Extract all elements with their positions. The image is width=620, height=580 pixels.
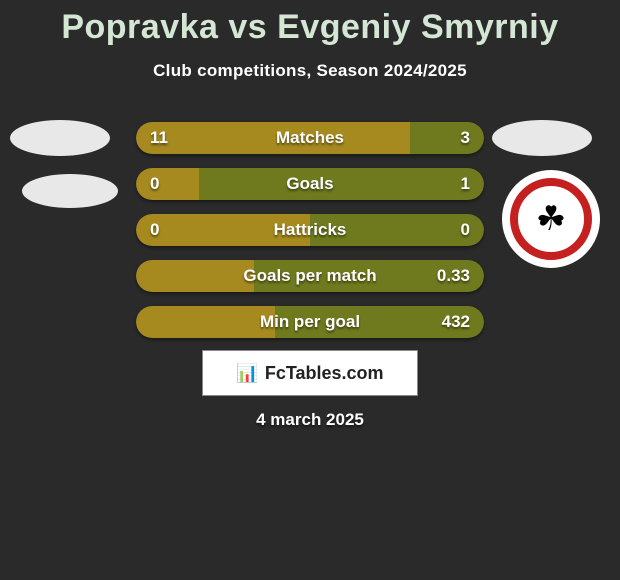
bar-left [136, 214, 310, 246]
bar-left [136, 260, 254, 292]
bar-value-left: 0 [150, 174, 159, 194]
bar-value-right: 432 [442, 312, 470, 332]
bar-left [136, 168, 199, 200]
bar-right [310, 214, 484, 246]
logo-text: FcTables.com [265, 363, 384, 384]
bar-value-right: 3 [461, 128, 470, 148]
date-label: 4 march 2025 [0, 410, 620, 430]
bar-left [136, 122, 410, 154]
logo-prefix: Fc [265, 363, 286, 383]
bar-value-right: 0.33 [437, 266, 470, 286]
bar-left [136, 306, 275, 338]
player-left-badge-1 [10, 120, 110, 156]
bar-value-right: 0 [461, 220, 470, 240]
player-left-badge-2 [22, 174, 118, 208]
page-subtitle: Club competitions, Season 2024/2025 [0, 61, 620, 81]
bar-value-left: 0 [150, 220, 159, 240]
fctables-logo: 📊 FcTables.com [202, 350, 418, 396]
stat-row-hattricks: Hattricks00 [136, 214, 484, 246]
stat-row-goals-per-match: Goals per match0.33 [136, 260, 484, 292]
stat-row-matches: Matches113 [136, 122, 484, 154]
bar-right [199, 168, 484, 200]
club-crest: ☘ [502, 170, 600, 268]
stat-row-goals: Goals01 [136, 168, 484, 200]
page-title: Popravka vs Evgeniy Smyrniy [0, 0, 620, 47]
chart-icon: 📊 [236, 363, 258, 384]
bar-value-right: 1 [461, 174, 470, 194]
player-right-badge-1 [492, 120, 592, 156]
shamrock-icon: ☘ [523, 191, 579, 247]
bar-right [410, 122, 484, 154]
stats-bars: Matches113Goals01Hattricks00Goals per ma… [136, 122, 484, 352]
logo-suffix: Tables.com [286, 363, 384, 383]
bar-value-left: 11 [150, 128, 168, 148]
stat-row-min-per-goal: Min per goal432 [136, 306, 484, 338]
